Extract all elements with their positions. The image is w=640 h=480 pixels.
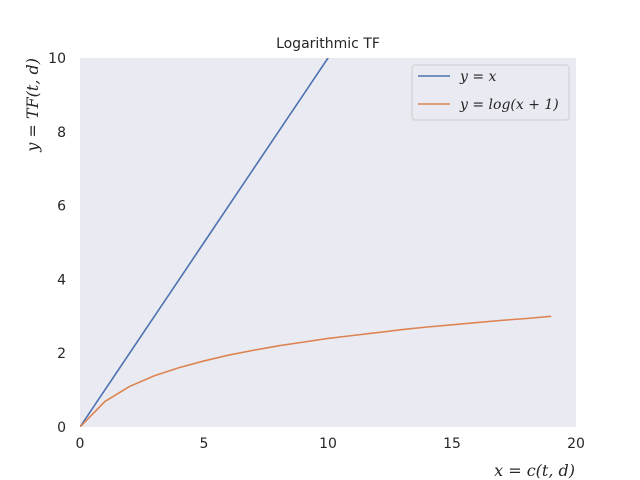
legend-label-linear: y = x [459, 69, 497, 85]
legend: y = x y = log(x + 1) [411, 64, 570, 121]
x-tick-label: 0 [76, 436, 85, 452]
series-layer [80, 58, 552, 427]
y-tick-label: 2 [57, 346, 66, 362]
y-tick-labels: 0 2 4 6 8 10 [48, 51, 66, 436]
x-axis-label: x = c(t, d) [494, 461, 575, 480]
series-line-0 [80, 58, 329, 427]
legend-label-log: y = log(x + 1) [459, 97, 559, 113]
series-line-1 [80, 315, 552, 427]
y-tick-label: 4 [57, 272, 66, 288]
y-tick-label: 10 [48, 51, 66, 67]
legend-box [411, 64, 570, 121]
y-tick-label: 8 [57, 125, 66, 141]
x-tick-labels: 0 5 10 15 20 [76, 436, 585, 452]
x-tick-label: 10 [319, 436, 337, 452]
y-tick-label: 6 [57, 199, 66, 215]
y-tick-label: 0 [57, 420, 66, 436]
x-tick-label: 20 [567, 436, 585, 452]
x-tick-label: 15 [443, 436, 461, 452]
chart-title: Logarithmic TF [276, 36, 380, 52]
x-tick-label: 5 [200, 436, 209, 452]
y-axis-label: y = TF(t, d) [23, 58, 42, 153]
